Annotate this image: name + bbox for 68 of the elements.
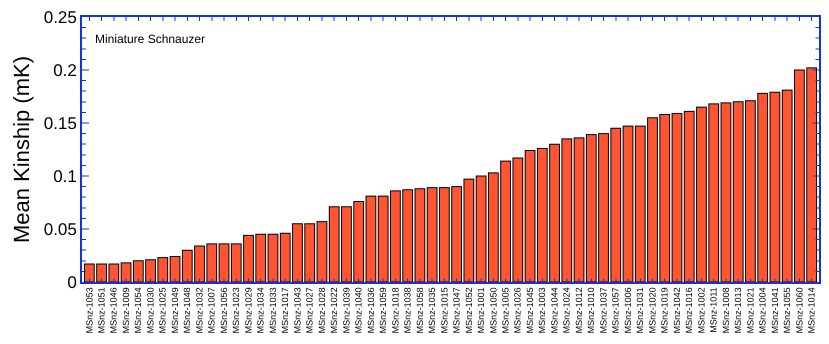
x-tick-label: MSnz-1023 [231, 287, 242, 334]
x-tick-label: MSnz-1047 [452, 287, 462, 334]
x-tick-label: MSnz-1040 [354, 287, 364, 334]
x-tick-label: MSnz-1050 [488, 287, 498, 334]
y-tick-label: 0 [67, 272, 77, 292]
x-tick-label: MSnz-1053 [84, 287, 94, 334]
x-tick-label: MSnz-1054 [133, 287, 144, 334]
x-tick-label: MSnz-1037 [598, 287, 608, 334]
x-tick-label: MSnz-1005 [500, 287, 511, 334]
x-tick-label: MSnz-1026 [512, 287, 523, 334]
x-tick-label: MSnz-1007 [206, 287, 217, 334]
x-tick-label: MSnz-1025 [158, 287, 168, 334]
x-tick-label: MSnz-1033 [268, 287, 278, 334]
x-tick-label: MSnz-1056 [218, 287, 229, 334]
x-tick-label: MSnz-1027 [304, 287, 315, 334]
x-tick-label: MSnz-1018 [390, 287, 400, 334]
x-tick-label: MSnz-1022 [329, 287, 340, 334]
x-tick-label: MSnz-1011 [708, 287, 719, 333]
x-tick-label: MSnz-1020 [647, 287, 658, 334]
x-tick-label: MSnz-1009 [120, 287, 131, 334]
x-tick-label: MSnz-1010 [586, 287, 596, 334]
x-tick-label: MSnz-1035 [427, 287, 438, 334]
x-tick-label: MSnz-1046 [108, 287, 119, 334]
x-tick-label: MSnz-1003 [537, 287, 548, 334]
x-tick-label: MSnz-1041 [770, 287, 780, 334]
x-tick-label: MSnz-1044 [549, 287, 560, 334]
x-tick-label: MSnz-1002 [696, 287, 706, 334]
x-tick-label: MSnz-1021 [745, 287, 756, 334]
x-tick-label: MSnz-1052 [464, 287, 474, 334]
y-axis-title: Mean Kinship (mK) [9, 56, 34, 244]
x-tick-label: MSnz-1015 [439, 287, 450, 334]
x-tick-label: MSnz-1045 [525, 287, 536, 334]
y-tick-label: 0.25 [44, 8, 77, 27]
y-tick-label: 0.05 [44, 220, 77, 239]
x-tick-label: MSnz-1008 [720, 287, 731, 334]
x-tick-label: MSnz-1060 [794, 287, 804, 334]
x-tick-label: MSnz-1055 [782, 287, 792, 334]
x-tick-label: MSnz-1058 [414, 287, 425, 334]
x-tick-label: MSnz-1049 [170, 287, 180, 334]
x-tick-label: MSnz-1043 [292, 287, 302, 334]
x-tick-label: MSnz-1019 [660, 287, 670, 334]
x-tick-label: MSnz-1024 [562, 287, 572, 334]
x-tick-label: MSnz-1004 [758, 287, 768, 334]
x-tick-label: MSnz-1057 [610, 287, 621, 334]
x-tick-label: MSnz-1048 [182, 287, 192, 334]
x-tick-label: MSnz-1001 [476, 287, 486, 334]
x-tick-label: MSnz-1036 [366, 287, 376, 334]
y-tick-label: 0.15 [44, 114, 77, 133]
x-tick-label: MSnz-1028 [316, 287, 327, 334]
x-tick-label: MSnz-1031 [635, 287, 646, 334]
x-tick-label: MSnz-1051 [96, 287, 107, 334]
x-tick-label: MSnz-1014 [806, 287, 817, 334]
y-tick-label: 0.1 [53, 166, 77, 186]
x-tick-label: MSnz-1006 [622, 287, 633, 334]
x-tick-label: MSnz-1012 [574, 287, 584, 334]
text: Miniature Schnauzer [95, 32, 206, 46]
x-tick-label: MSnz-1029 [243, 287, 254, 334]
y-tick-label: 0.2 [53, 60, 77, 80]
x-tick-label: MSnz-1016 [684, 287, 694, 334]
x-tick-label: MSnz-1017 [280, 287, 290, 334]
x-tick-label: MSnz-1013 [733, 287, 744, 334]
x-tick-label: MSnz-1042 [672, 287, 682, 334]
x-tick-label: MSnz-1038 [402, 287, 413, 334]
x-tick-label: MSnz-1059 [378, 287, 388, 334]
x-tick-label: MSnz-1039 [341, 287, 352, 334]
x-tick-label: MSnz-1032 [194, 287, 204, 334]
x-tick-label: MSnz-1034 [256, 287, 266, 334]
x-tick-label: MSnz-1030 [145, 287, 156, 334]
